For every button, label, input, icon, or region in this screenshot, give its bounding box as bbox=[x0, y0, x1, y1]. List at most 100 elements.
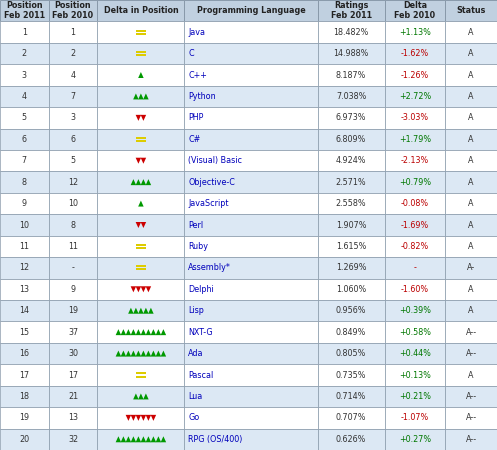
Bar bbox=[385, 107, 445, 129]
Bar bbox=[318, 150, 385, 171]
Bar bbox=[445, 257, 497, 279]
Text: 0.735%: 0.735% bbox=[336, 370, 366, 379]
Text: 8.187%: 8.187% bbox=[336, 71, 366, 80]
Text: 0.626%: 0.626% bbox=[336, 435, 366, 444]
Bar bbox=[97, 364, 184, 386]
Bar bbox=[445, 364, 497, 386]
Text: 14: 14 bbox=[19, 306, 29, 315]
Text: 21: 21 bbox=[68, 392, 78, 401]
Polygon shape bbox=[126, 351, 131, 356]
Bar bbox=[184, 428, 318, 450]
Polygon shape bbox=[136, 158, 141, 164]
Bar bbox=[97, 193, 184, 214]
Polygon shape bbox=[151, 436, 156, 442]
Bar bbox=[49, 86, 97, 107]
Polygon shape bbox=[141, 415, 146, 421]
Bar bbox=[385, 64, 445, 86]
Text: A--: A-- bbox=[466, 392, 477, 401]
Polygon shape bbox=[141, 115, 146, 121]
Bar bbox=[445, 321, 497, 343]
Text: 19: 19 bbox=[19, 414, 29, 423]
Text: -1.07%: -1.07% bbox=[401, 414, 429, 423]
Polygon shape bbox=[126, 415, 131, 421]
Text: 9: 9 bbox=[71, 285, 76, 294]
Bar bbox=[97, 279, 184, 300]
Text: 14.988%: 14.988% bbox=[333, 49, 369, 58]
Text: NXT-G: NXT-G bbox=[188, 328, 213, 337]
Polygon shape bbox=[151, 351, 156, 356]
Polygon shape bbox=[141, 222, 146, 228]
Bar bbox=[318, 129, 385, 150]
Text: 8: 8 bbox=[22, 178, 27, 187]
Bar bbox=[318, 300, 385, 321]
Bar bbox=[385, 43, 445, 64]
Bar bbox=[385, 214, 445, 236]
Polygon shape bbox=[146, 351, 151, 356]
Bar bbox=[0, 129, 49, 150]
Text: A--: A-- bbox=[466, 414, 477, 423]
Bar bbox=[0, 214, 49, 236]
Text: 5: 5 bbox=[22, 113, 27, 122]
Bar bbox=[184, 150, 318, 171]
Bar bbox=[385, 300, 445, 321]
Text: -3.03%: -3.03% bbox=[401, 113, 429, 122]
Bar bbox=[97, 43, 184, 64]
Bar bbox=[184, 300, 318, 321]
Polygon shape bbox=[121, 436, 126, 442]
Bar bbox=[184, 86, 318, 107]
Bar bbox=[445, 279, 497, 300]
Bar bbox=[184, 214, 318, 236]
Text: 11: 11 bbox=[68, 242, 78, 251]
Bar bbox=[445, 300, 497, 321]
Text: 0.805%: 0.805% bbox=[336, 349, 366, 358]
Text: C#: C# bbox=[188, 135, 201, 144]
Text: Ratings
Feb 2011: Ratings Feb 2011 bbox=[331, 1, 372, 20]
Bar bbox=[49, 428, 97, 450]
Bar bbox=[445, 386, 497, 407]
Bar bbox=[97, 64, 184, 86]
Bar bbox=[0, 279, 49, 300]
Bar bbox=[318, 193, 385, 214]
Polygon shape bbox=[136, 436, 141, 442]
Bar bbox=[97, 171, 184, 193]
Bar bbox=[136, 244, 146, 246]
Bar bbox=[0, 300, 49, 321]
Polygon shape bbox=[161, 329, 166, 335]
Text: +2.72%: +2.72% bbox=[399, 92, 431, 101]
Bar bbox=[49, 22, 97, 43]
Bar bbox=[136, 51, 146, 53]
Bar bbox=[49, 171, 97, 193]
Bar bbox=[184, 407, 318, 428]
Bar bbox=[318, 43, 385, 64]
Bar bbox=[136, 33, 146, 35]
Text: 18: 18 bbox=[19, 392, 29, 401]
Bar bbox=[445, 214, 497, 236]
Text: A: A bbox=[468, 92, 474, 101]
Polygon shape bbox=[133, 308, 139, 314]
Bar bbox=[0, 428, 49, 450]
Text: 17: 17 bbox=[68, 370, 78, 379]
Text: 1.269%: 1.269% bbox=[336, 263, 366, 272]
Bar bbox=[97, 343, 184, 364]
Bar bbox=[445, 428, 497, 450]
Bar bbox=[445, 107, 497, 129]
Text: A: A bbox=[468, 370, 474, 379]
Bar bbox=[136, 269, 146, 270]
Text: -0.08%: -0.08% bbox=[401, 199, 429, 208]
Text: Delta
Feb 2010: Delta Feb 2010 bbox=[395, 1, 435, 20]
Text: 19: 19 bbox=[68, 306, 78, 315]
Text: 11: 11 bbox=[19, 242, 29, 251]
Bar bbox=[136, 247, 146, 249]
Bar bbox=[385, 364, 445, 386]
Text: A: A bbox=[468, 113, 474, 122]
Bar bbox=[445, 22, 497, 43]
Bar bbox=[97, 150, 184, 171]
Text: Go: Go bbox=[188, 414, 200, 423]
Text: Pascal: Pascal bbox=[188, 370, 214, 379]
Bar bbox=[318, 428, 385, 450]
Bar bbox=[49, 107, 97, 129]
Bar bbox=[0, 22, 49, 43]
Polygon shape bbox=[141, 286, 146, 292]
Text: 30: 30 bbox=[68, 349, 78, 358]
Text: JavaScript: JavaScript bbox=[188, 199, 229, 208]
